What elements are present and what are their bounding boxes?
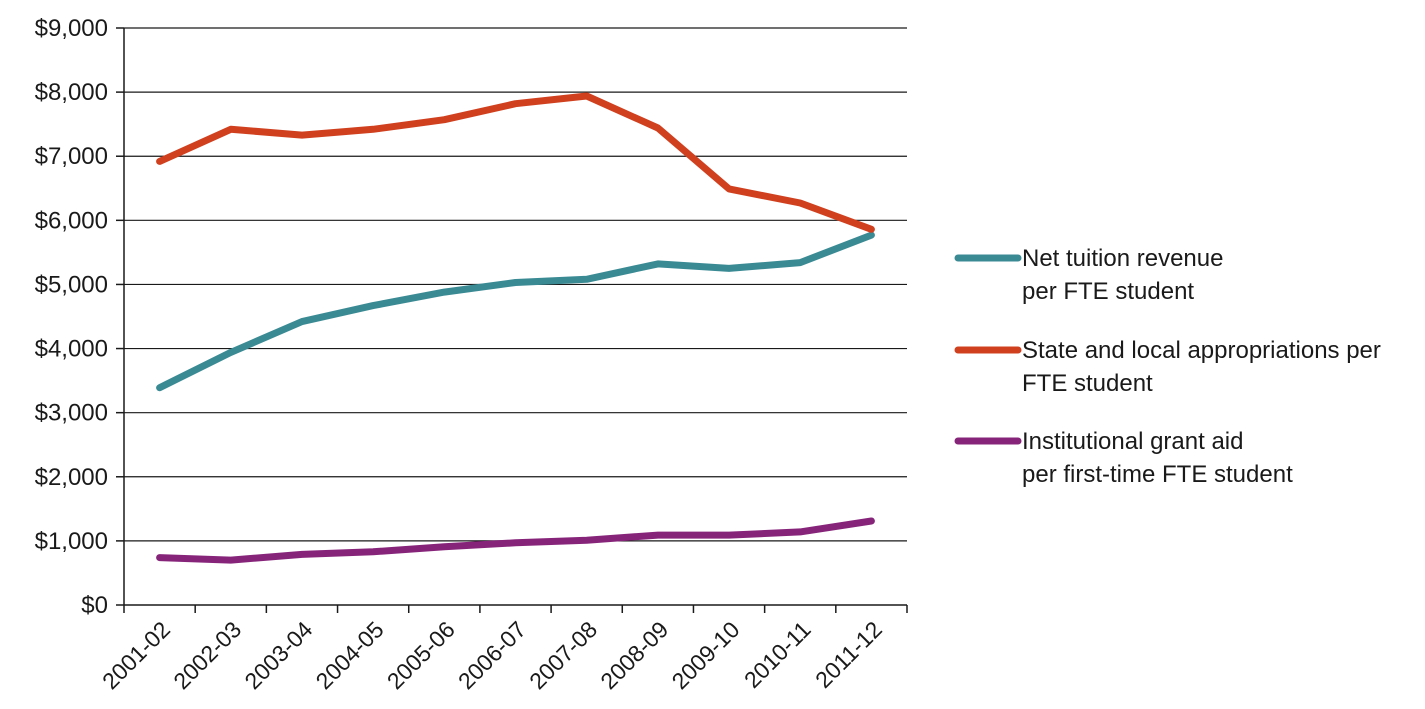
legend-label: Net tuition revenue — [1022, 245, 1223, 272]
y-tick-label: $5,000 — [35, 271, 108, 298]
series-line-2 — [156, 92, 875, 233]
legend-item-3: Institutional grant aid per first-time FT… — [954, 428, 1293, 488]
legend-label: per first-time FTE student — [1022, 461, 1293, 488]
y-tick-label: $2,000 — [35, 464, 108, 491]
y-tick-label: $9,000 — [35, 15, 108, 42]
x-tick-label: 2004-05 — [311, 616, 389, 694]
y-tick-label: $4,000 — [35, 336, 108, 363]
legend-item-1: Net tuition revenue per FTE student — [954, 245, 1223, 305]
y-axis-tick-labels: $0 $1,000 $2,000 $3,000 $4,000 $5,000 $6,000 $7… — [35, 15, 108, 619]
y-tick-label: $3,000 — [35, 400, 108, 427]
x-tick-label: 2005-06 — [382, 616, 460, 694]
legend-label: State and local appropriations per — [1022, 337, 1381, 364]
series-line-1 — [156, 231, 875, 392]
x-tick-label: 2009-10 — [667, 616, 745, 694]
x-tick-label: 2002-03 — [168, 616, 246, 694]
series-lines — [156, 92, 875, 564]
axes — [116, 27, 908, 613]
y-tick-label: $7,000 — [35, 143, 108, 170]
x-tick-label: 2008-09 — [595, 616, 673, 694]
x-tick-label: 2003-04 — [239, 616, 317, 694]
legend-label: Institutional grant aid — [1022, 428, 1243, 455]
y-tick-label: $0 — [81, 592, 108, 619]
x-tick-label: 2006-07 — [453, 616, 531, 694]
legend-label: per FTE student — [1022, 278, 1194, 305]
legend: Net tuition revenue per FTE student State … — [954, 245, 1381, 488]
legend-label: FTE student — [1022, 370, 1153, 397]
x-tick-label: 2010-11 — [739, 616, 816, 693]
series-line-3 — [156, 517, 875, 564]
y-tick-label: $1,000 — [35, 528, 108, 555]
y-tick-label: $8,000 — [35, 79, 108, 106]
x-tick-label: 2011-12 — [810, 616, 887, 693]
y-tick-label: $6,000 — [35, 207, 108, 234]
x-axis-tick-labels: 2001-022002-032003-042004-052005-062006-… — [97, 616, 887, 694]
x-tick-label: 2007-08 — [524, 616, 602, 694]
legend-item-2: State and local appropriations per FTE st… — [954, 337, 1381, 397]
x-tick-label: 2001-02 — [97, 616, 175, 694]
